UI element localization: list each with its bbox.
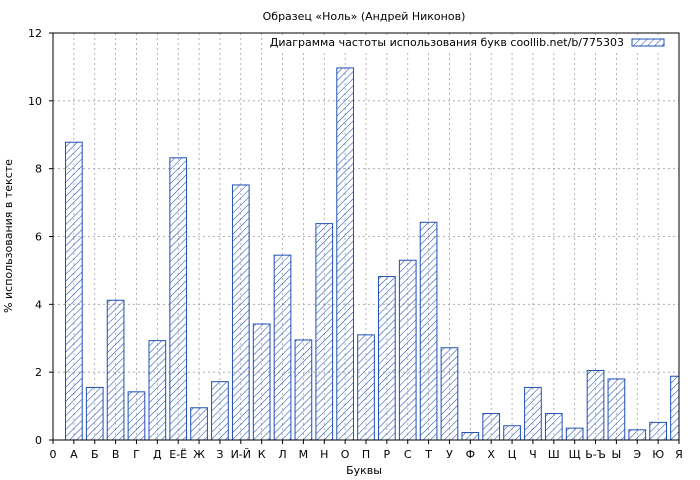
plot-frame bbox=[52, 32, 680, 441]
bar bbox=[211, 381, 229, 441]
x-tick-label: Ц bbox=[508, 448, 517, 461]
bar bbox=[148, 340, 167, 441]
x-tick-label: С bbox=[404, 448, 412, 461]
legend-background bbox=[263, 35, 674, 51]
chart-title: Образец «Ноль» (Андрей Никонов) bbox=[263, 10, 466, 23]
x-tick-label: К bbox=[258, 448, 266, 461]
x-tick-label: Х bbox=[487, 448, 495, 461]
x-tick-label: Ь-Ъ bbox=[585, 448, 606, 461]
x-tick-label: Т bbox=[424, 448, 432, 461]
bar bbox=[461, 432, 480, 441]
bar bbox=[398, 259, 417, 441]
grid-lines bbox=[53, 33, 679, 440]
x-tick-label: Е-Ё bbox=[169, 448, 187, 461]
bar bbox=[524, 386, 542, 441]
bar bbox=[190, 407, 208, 441]
bar bbox=[65, 141, 83, 441]
legend: Диаграмма частоты использования букв coo… bbox=[263, 35, 674, 51]
bar bbox=[503, 425, 521, 441]
bar bbox=[649, 421, 667, 441]
legend-swatch bbox=[631, 38, 665, 47]
x-tick-label: Ж bbox=[193, 448, 205, 461]
x-tick-label: Ч bbox=[529, 448, 537, 461]
x-axis-ticks: 0 А Б В Г Д Е-Ё Ж З И-Й К Л М Н О П Р С Т У Ф Х Ц Ч Ш Щ Ь-Ъ Ы Э Ю Я bbox=[50, 440, 683, 461]
x-tick-label: И-Й bbox=[231, 448, 251, 461]
legend-label: Диаграмма частоты использования букв coo… bbox=[270, 36, 624, 49]
x-tick-label: В bbox=[112, 448, 120, 461]
x-tick-label: 0 bbox=[50, 448, 57, 461]
bar bbox=[440, 347, 459, 441]
y-tick-label: 8 bbox=[35, 163, 42, 176]
y-tick-label: 6 bbox=[35, 231, 42, 244]
x-tick-label: Н bbox=[320, 448, 328, 461]
x-tick-label: М bbox=[299, 448, 309, 461]
x-tick-label: Ш bbox=[548, 448, 560, 461]
x-tick-label: Ф bbox=[466, 448, 475, 461]
bars bbox=[65, 67, 680, 441]
x-tick-label: Р bbox=[384, 448, 391, 461]
x-tick-label: Э bbox=[633, 448, 641, 461]
bar bbox=[628, 429, 647, 441]
x-tick-label: Щ bbox=[569, 448, 581, 461]
bar bbox=[85, 386, 104, 441]
x-tick-label: З bbox=[216, 448, 223, 461]
bar bbox=[273, 254, 292, 441]
bar bbox=[419, 221, 438, 441]
x-tick-label: Ы bbox=[612, 448, 622, 461]
bar bbox=[482, 413, 501, 441]
bar bbox=[586, 369, 605, 441]
bar bbox=[169, 157, 188, 441]
x-axis-label: Буквы bbox=[346, 464, 382, 477]
y-axis-label: % использования в тексте bbox=[2, 159, 15, 313]
bar bbox=[378, 276, 396, 441]
x-tick-label: О bbox=[341, 448, 350, 461]
x-tick-label: У bbox=[446, 448, 453, 461]
y-tick-label: 12 bbox=[28, 27, 42, 40]
bar bbox=[607, 378, 626, 441]
bar bbox=[670, 375, 680, 441]
x-tick-label: Я bbox=[675, 448, 683, 461]
y-tick-label: 10 bbox=[28, 95, 42, 108]
bar bbox=[294, 339, 313, 441]
x-tick-label: Ю bbox=[652, 448, 664, 461]
bar bbox=[565, 427, 584, 441]
bar bbox=[252, 323, 271, 441]
x-tick-label: Б bbox=[91, 448, 99, 461]
bar bbox=[231, 184, 250, 441]
x-tick-label: Д bbox=[153, 448, 162, 461]
bar bbox=[544, 413, 563, 441]
bar bbox=[315, 223, 334, 441]
x-tick-label: П bbox=[362, 448, 370, 461]
bar bbox=[357, 334, 375, 441]
x-tick-label: Г bbox=[133, 448, 140, 461]
y-tick-label: 4 bbox=[35, 298, 42, 311]
x-tick-label: Л bbox=[278, 448, 286, 461]
x-tick-label: А bbox=[70, 448, 78, 461]
bar bbox=[106, 299, 125, 441]
bar bbox=[127, 391, 146, 441]
y-tick-label: 0 bbox=[35, 434, 42, 447]
bar bbox=[336, 67, 354, 441]
y-tick-label: 2 bbox=[35, 366, 42, 379]
y-axis-ticks: 0 2 4 6 8 10 12 bbox=[28, 27, 53, 447]
